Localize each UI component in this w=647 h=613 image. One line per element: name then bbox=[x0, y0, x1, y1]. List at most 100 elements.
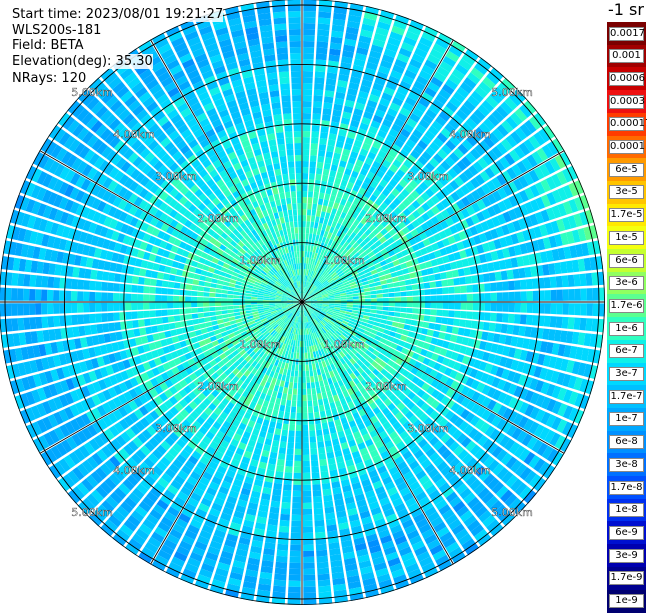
range-gate bbox=[298, 341, 300, 347]
range-gate bbox=[520, 314, 527, 324]
range-gate bbox=[275, 29, 287, 36]
range-gate bbox=[23, 289, 29, 301]
range-gate bbox=[156, 317, 163, 324]
range-gate bbox=[277, 544, 288, 551]
range-gate bbox=[291, 527, 301, 533]
range-gate bbox=[513, 325, 520, 335]
range-gate bbox=[288, 17, 300, 23]
range-gate bbox=[65, 315, 72, 326]
range-gate bbox=[321, 126, 329, 133]
range-gate bbox=[318, 375, 323, 382]
range-gate bbox=[199, 275, 206, 281]
range-gate bbox=[275, 379, 280, 386]
range-gate bbox=[282, 424, 288, 431]
range-gate bbox=[274, 23, 286, 30]
range-gate bbox=[245, 302, 251, 305]
range-gate bbox=[303, 413, 308, 419]
range-gate bbox=[371, 302, 377, 305]
range-gate bbox=[306, 365, 309, 371]
range-gate bbox=[298, 257, 300, 263]
range-gate bbox=[273, 483, 282, 490]
range-gate bbox=[295, 227, 299, 233]
range-gate bbox=[379, 323, 386, 328]
range-gate bbox=[320, 211, 325, 218]
range-gate bbox=[383, 307, 389, 311]
range-gate bbox=[580, 318, 587, 331]
range-gate bbox=[11, 288, 17, 301]
range-gate bbox=[113, 293, 119, 301]
range-gate bbox=[143, 303, 149, 310]
range-gate bbox=[424, 309, 430, 315]
range-gate bbox=[320, 187, 326, 194]
range-gate bbox=[239, 302, 245, 305]
range-gate bbox=[316, 47, 327, 54]
range-gate bbox=[163, 273, 170, 280]
range-gate bbox=[0, 288, 5, 301]
range-gate bbox=[303, 35, 315, 41]
range-gate bbox=[303, 473, 311, 479]
range-gate bbox=[276, 556, 288, 563]
range-gate bbox=[279, 526, 289, 533]
range-gate bbox=[459, 319, 466, 327]
range-gate bbox=[297, 347, 300, 353]
range-gate bbox=[297, 251, 300, 257]
range-gate bbox=[347, 302, 353, 304]
range-gate bbox=[89, 292, 95, 301]
range-gate bbox=[271, 446, 278, 453]
range-gate bbox=[227, 306, 233, 310]
range-gate bbox=[281, 399, 286, 406]
range-gate bbox=[83, 280, 90, 290]
range-gate bbox=[206, 326, 213, 332]
range-gate bbox=[303, 149, 310, 155]
range-gate bbox=[419, 303, 425, 308]
range-gate bbox=[309, 167, 315, 173]
range-gate bbox=[294, 251, 297, 257]
range-gate bbox=[289, 216, 293, 222]
range-gate bbox=[286, 375, 290, 382]
range-gate bbox=[309, 364, 313, 370]
range-gate bbox=[284, 381, 289, 388]
range-gate bbox=[281, 430, 287, 437]
range-gate bbox=[283, 180, 289, 187]
range-gate bbox=[227, 310, 233, 314]
range-gate bbox=[191, 291, 197, 296]
range-gate bbox=[65, 278, 72, 289]
range-gate bbox=[395, 307, 401, 312]
range-gate bbox=[273, 586, 286, 593]
range-gate bbox=[228, 313, 234, 317]
range-gate bbox=[307, 383, 311, 389]
range-gate bbox=[551, 303, 557, 314]
range-gate bbox=[216, 284, 223, 289]
range-gate bbox=[294, 467, 301, 473]
range-gate bbox=[401, 308, 407, 313]
range-gate bbox=[315, 532, 326, 539]
range-gate bbox=[326, 188, 332, 195]
range-gate bbox=[297, 203, 301, 209]
range-gate bbox=[197, 302, 203, 307]
range-gate bbox=[311, 388, 316, 394]
range-gate bbox=[291, 65, 301, 71]
range-gate bbox=[471, 321, 478, 329]
range-gate bbox=[288, 581, 300, 587]
range-gate bbox=[400, 313, 407, 318]
range-gate bbox=[161, 303, 167, 309]
range-gate bbox=[288, 388, 293, 394]
range-gate bbox=[287, 394, 292, 400]
range-gate bbox=[306, 221, 310, 227]
range-gate bbox=[369, 317, 376, 321]
range-gate bbox=[305, 353, 308, 359]
range-gate bbox=[161, 310, 167, 316]
range-gate bbox=[308, 401, 313, 407]
range-gate bbox=[294, 221, 298, 227]
range-gate bbox=[303, 167, 309, 173]
range-gate bbox=[204, 282, 211, 287]
range-gate bbox=[279, 150, 286, 157]
range-gate bbox=[277, 138, 285, 145]
range-gate bbox=[295, 155, 301, 161]
range-gate bbox=[575, 303, 581, 315]
range-gate bbox=[323, 398, 329, 405]
range-gate bbox=[328, 396, 334, 403]
range-gate bbox=[291, 191, 296, 197]
range-gate bbox=[227, 298, 233, 301]
range-gate bbox=[201, 328, 208, 334]
